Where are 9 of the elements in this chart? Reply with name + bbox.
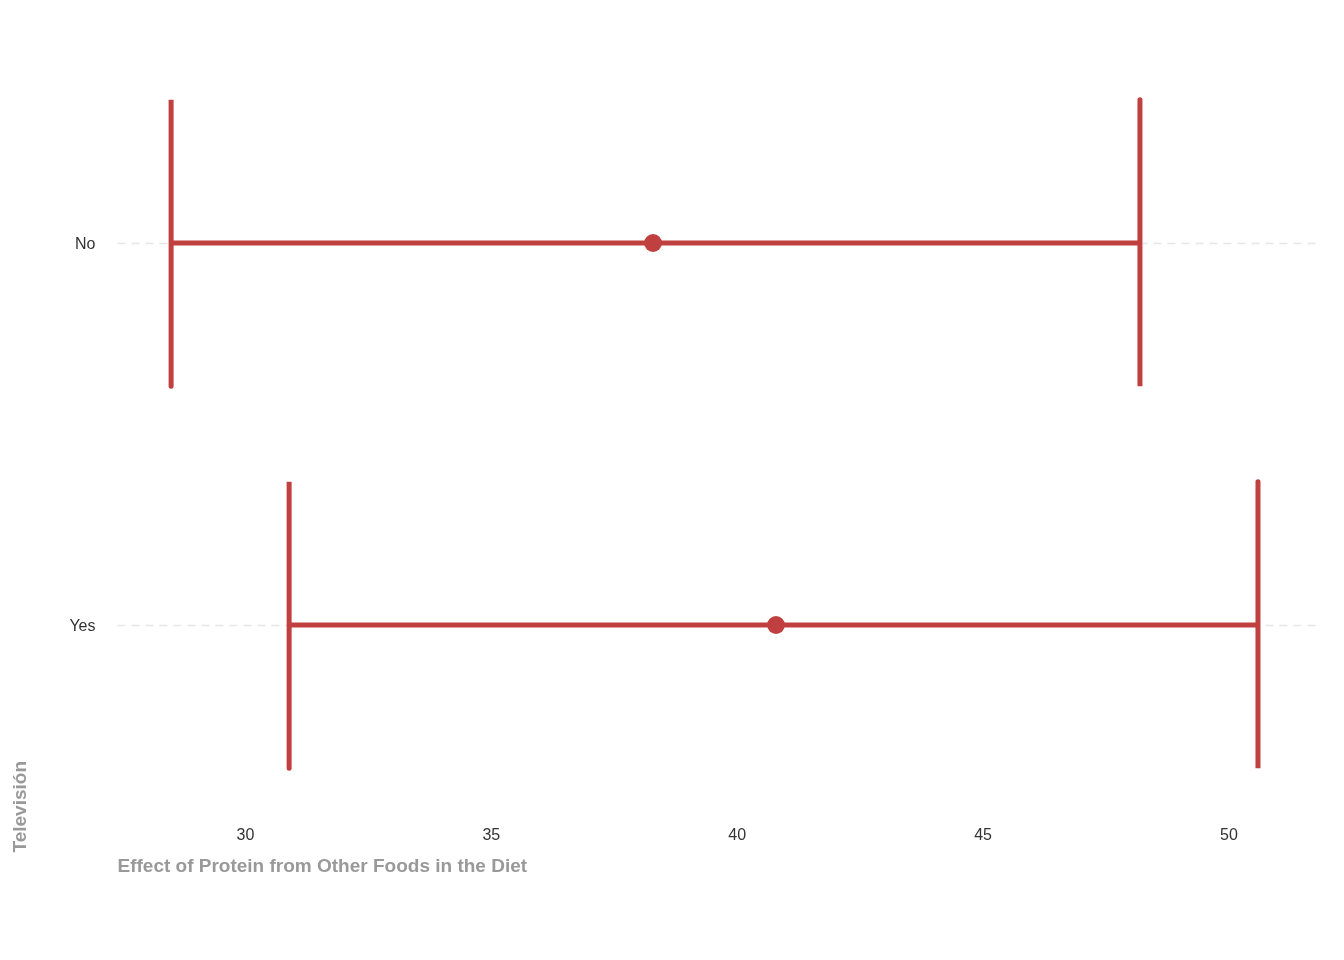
- x-tick-label: 40: [728, 825, 747, 843]
- y-tick-label: Yes: [69, 616, 96, 634]
- x-tick-label: 50: [1220, 825, 1238, 843]
- y-axis-title: Televisión: [8, 760, 30, 853]
- y-tick-label: No: [75, 234, 96, 252]
- x-axis-title: Effect of Protein from Other Foods in the Diet: [117, 854, 528, 876]
- x-tick-label: 30: [236, 825, 255, 843]
- x-tick-label: 35: [482, 825, 501, 843]
- x-tick-label: 45: [974, 825, 993, 843]
